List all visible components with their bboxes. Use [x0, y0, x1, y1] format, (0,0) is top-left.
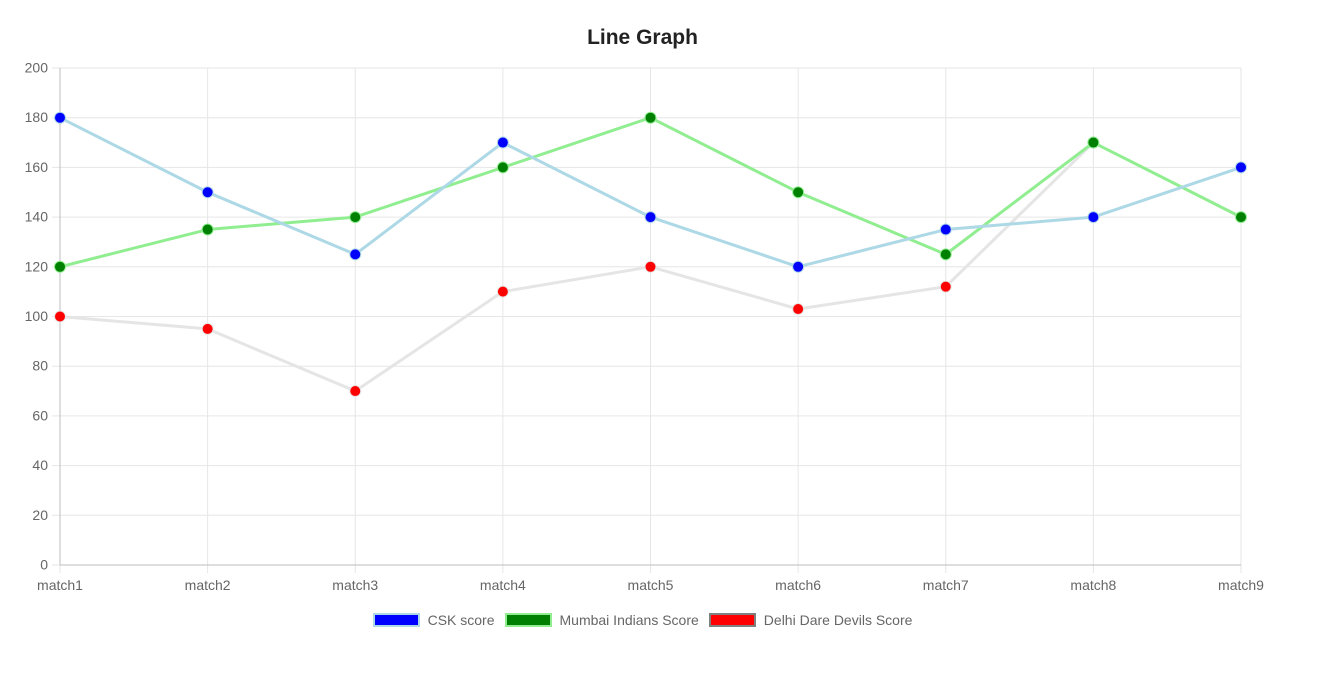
data-point — [792, 186, 805, 199]
y-tick-label: 80 — [32, 358, 48, 374]
grid-lines — [52, 67, 1242, 573]
data-point — [939, 280, 952, 293]
data-point — [792, 303, 805, 316]
data-point — [496, 285, 509, 298]
data-point — [792, 260, 805, 273]
data-point — [349, 248, 362, 261]
data-point — [201, 186, 214, 199]
data-point — [54, 310, 66, 323]
legend-label: CSK score — [427, 612, 495, 628]
y-tick-label: 20 — [32, 507, 48, 523]
y-tick-label: 40 — [32, 457, 48, 473]
legend-item[interactable]: CSK score — [372, 612, 495, 628]
y-tick-label: 0 — [40, 557, 48, 573]
data-point — [54, 260, 66, 273]
data-point — [644, 211, 657, 224]
data-point — [939, 223, 952, 236]
data-point — [201, 322, 214, 335]
data-point — [201, 223, 214, 236]
data-point — [1235, 211, 1247, 224]
x-tick-label: match5 — [628, 577, 674, 593]
y-tick-label: 60 — [32, 407, 48, 423]
x-tick-label: match8 — [1070, 577, 1116, 593]
data-point — [644, 260, 657, 273]
legend-label: Mumbai Indians Score — [559, 612, 699, 628]
data-point — [1087, 211, 1100, 224]
x-tick-label: match3 — [332, 577, 378, 593]
data-point — [349, 385, 362, 398]
y-tick-label: 100 — [25, 308, 49, 324]
data-point — [496, 136, 509, 149]
data-point — [1087, 136, 1100, 149]
chart-title: Line Graph — [587, 26, 698, 49]
x-tick-label: match9 — [1218, 577, 1264, 593]
y-tick-label: 140 — [25, 209, 49, 225]
y-tick-label: 160 — [25, 159, 49, 175]
legend-label: Delhi Dare Devils Score — [763, 612, 913, 628]
data-point — [939, 248, 952, 261]
chart-legend: CSK score Mumbai Indians Score Delhi Dare … — [0, 612, 1285, 628]
x-tick-label: match1 — [37, 577, 83, 593]
x-tick-label: match4 — [480, 577, 526, 593]
legend-swatch — [372, 613, 420, 627]
legend-swatch — [708, 613, 756, 627]
x-tick-label: match2 — [185, 577, 231, 593]
data-point — [1235, 161, 1247, 174]
legend-swatch — [504, 613, 552, 627]
data-point — [644, 111, 657, 124]
y-tick-label: 120 — [25, 258, 49, 274]
x-tick-label: match6 — [775, 577, 821, 593]
legend-item[interactable]: Mumbai Indians Score — [504, 612, 699, 628]
data-point — [349, 211, 362, 224]
y-tick-label: 180 — [25, 109, 49, 125]
y-tick-label: 200 — [25, 60, 49, 76]
x-tick-label: match7 — [923, 577, 969, 593]
data-point — [496, 161, 509, 174]
series-line — [59, 141, 1095, 393]
legend-item[interactable]: Delhi Dare Devils Score — [708, 612, 913, 628]
data-point — [54, 111, 66, 124]
